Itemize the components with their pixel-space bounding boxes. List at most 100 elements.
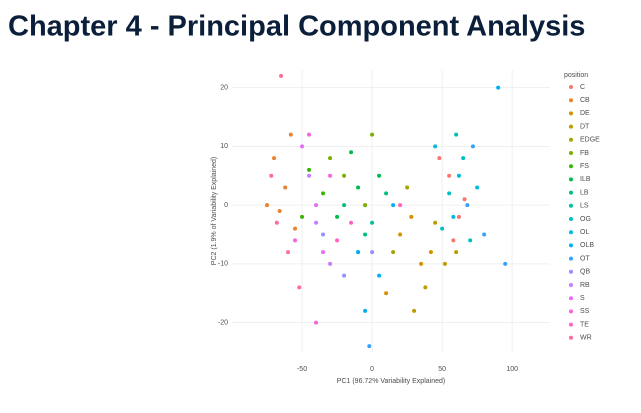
point	[283, 185, 288, 190]
point	[451, 214, 456, 219]
point	[300, 214, 305, 219]
x-tick-label: -50	[297, 366, 307, 373]
legend-key	[569, 269, 573, 274]
point	[314, 203, 319, 208]
y-tick-label: -20	[218, 319, 228, 326]
point	[335, 214, 340, 219]
legend-label: ILB	[580, 176, 591, 183]
legend-label: LS	[580, 203, 589, 210]
y-tick-label: -10	[218, 261, 228, 268]
legend-key	[569, 190, 573, 195]
legend-label: WR	[580, 335, 592, 342]
legend-key	[569, 296, 573, 301]
point	[363, 308, 368, 313]
slide-title: Chapter 4 - Principal Component Analysis	[8, 11, 585, 43]
point	[454, 132, 459, 137]
legend-label: FS	[580, 163, 589, 170]
legend-label: DE	[580, 110, 590, 117]
x-tick-label: 0	[370, 366, 374, 373]
point	[454, 250, 459, 255]
point	[307, 173, 312, 178]
point	[356, 250, 361, 255]
point	[321, 250, 326, 255]
point	[272, 156, 277, 161]
legend-key	[569, 230, 573, 235]
point	[391, 250, 396, 255]
point	[297, 285, 302, 290]
point	[456, 214, 461, 219]
legend-label: EDGE	[580, 137, 600, 144]
legend-label: QB	[580, 269, 590, 276]
legend-key	[569, 98, 573, 103]
point	[269, 173, 274, 178]
point	[384, 291, 389, 296]
point	[342, 203, 347, 208]
point	[428, 250, 433, 255]
point	[328, 173, 333, 178]
legend-key	[569, 137, 573, 142]
legend-key	[569, 111, 573, 116]
point	[433, 220, 438, 225]
point	[433, 144, 438, 149]
point	[277, 209, 282, 213]
point	[409, 214, 414, 219]
x-axis-title: PC1 (96.72% Variability Explained)	[337, 378, 445, 385]
point	[370, 250, 375, 255]
legend-key	[569, 335, 573, 340]
x-tick-label: 100	[506, 366, 518, 373]
point	[482, 232, 487, 237]
legend-key	[569, 322, 573, 327]
point	[412, 308, 417, 313]
point	[314, 220, 319, 225]
legend-key	[569, 309, 573, 314]
point	[440, 226, 445, 231]
legend-key	[569, 217, 573, 221]
y-axis-title: PC2 (1.9% of Variability Explained)	[211, 157, 218, 265]
point	[496, 85, 501, 90]
point	[456, 173, 461, 178]
point	[286, 250, 291, 255]
legend-key	[569, 203, 573, 208]
point	[314, 320, 319, 325]
point	[468, 238, 473, 243]
point	[288, 132, 293, 137]
legend-key	[569, 164, 573, 169]
legend-label: SS	[580, 308, 590, 315]
point	[398, 232, 403, 237]
point	[349, 150, 354, 155]
point	[293, 226, 298, 231]
point	[356, 185, 361, 190]
point	[328, 261, 333, 266]
point	[398, 203, 403, 208]
point	[265, 203, 270, 208]
point	[384, 191, 389, 196]
point	[367, 344, 372, 349]
point	[437, 156, 442, 161]
point	[307, 132, 312, 137]
point	[461, 156, 466, 161]
legend-key	[569, 85, 573, 89]
legend-label: S	[580, 295, 585, 302]
legend-key	[569, 151, 573, 155]
point	[321, 232, 326, 237]
point	[300, 144, 305, 149]
legend-title: position	[564, 72, 588, 79]
point	[370, 220, 375, 225]
point	[274, 220, 279, 225]
point	[349, 220, 354, 225]
legend-label: OL	[580, 229, 589, 236]
legend-label: DT	[580, 123, 590, 130]
point	[377, 173, 382, 178]
point	[451, 238, 456, 243]
point	[470, 144, 475, 149]
point	[447, 173, 452, 178]
point	[279, 73, 284, 78]
point	[293, 238, 298, 243]
point	[363, 203, 368, 208]
point	[370, 132, 375, 137]
point	[321, 191, 326, 196]
point	[328, 156, 333, 161]
legend-label: TE	[580, 321, 589, 328]
